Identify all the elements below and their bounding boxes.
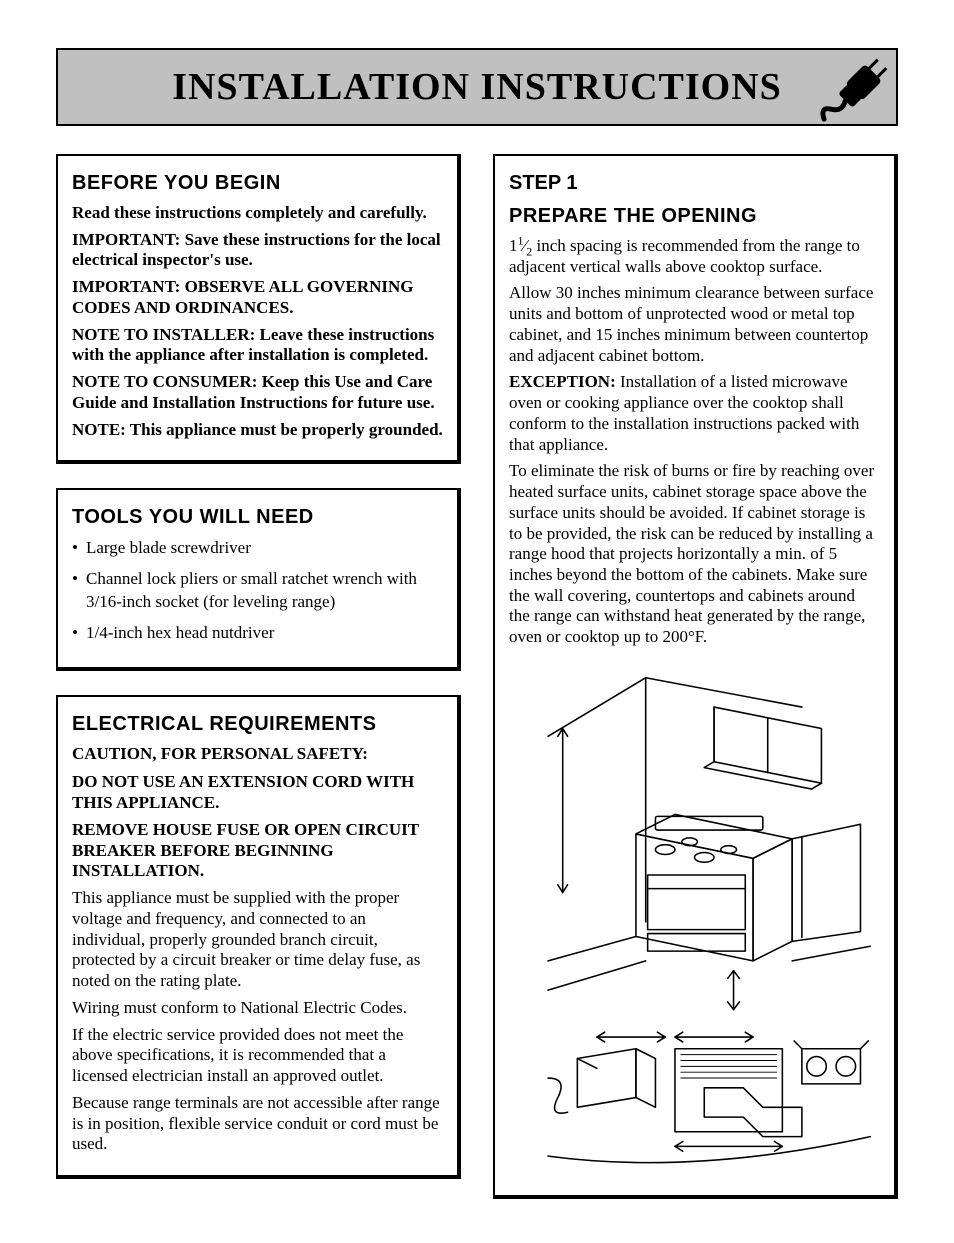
before-p1: Read these instructions completely and c…: [72, 203, 443, 224]
before-heading: BEFORE YOU BEGIN: [72, 172, 443, 195]
tools-heading: TOOLS YOU WILL NEED: [72, 506, 443, 529]
page: INSTALLATION INSTRUCTIONS BEFORE YOU BEG…: [0, 0, 954, 1243]
electrical-p1: DO NOT USE AN EXTENSION CORD WITH THIS A…: [72, 772, 443, 813]
prepare-p3: EXCEPTION: Installation of a listed micr…: [509, 372, 880, 455]
list-item: 1/4-inch hex head nutdriver: [72, 622, 443, 645]
tools-box: TOOLS YOU WILL NEED Large blade screwdri…: [56, 488, 461, 671]
prepare-p2: Allow 30 inches minimum clearance betwee…: [509, 283, 880, 366]
electrical-p2: REMOVE HOUSE FUSE OR OPEN CIRCUIT BREAKE…: [72, 820, 443, 882]
electrical-heading: ELECTRICAL REQUIREMENTS: [72, 713, 443, 736]
installation-diagram-svg: [509, 668, 880, 1176]
p1-rest: inch spacing is recommended from the ran…: [509, 236, 860, 276]
page-title: INSTALLATION INSTRUCTIONS: [172, 65, 782, 109]
before-p6: NOTE: This appliance must be properly gr…: [72, 420, 443, 441]
before-p2: IMPORTANT: Save these instructions for t…: [72, 230, 443, 271]
before-you-begin-box: BEFORE YOU BEGIN Read these instructions…: [56, 154, 461, 464]
electrical-p5: If the electric service provided does no…: [72, 1025, 443, 1087]
prepare-heading: PREPARE THE OPENING: [509, 205, 880, 228]
list-item: Channel lock pliers or small ratchet wre…: [72, 568, 443, 614]
before-p5: NOTE TO CONSUMER: Keep this Use and Care…: [72, 372, 443, 413]
title-banner: INSTALLATION INSTRUCTIONS: [56, 48, 898, 126]
list-item: Large blade screwdriver: [72, 537, 443, 560]
electrical-p3: This appliance must be supplied with the…: [72, 888, 443, 992]
p1-frac-num: 1: [518, 233, 524, 247]
p1-prefix: 1: [509, 236, 518, 255]
electrical-caution: CAUTION, FOR PERSONAL SAFETY:: [72, 744, 443, 764]
left-column: BEFORE YOU BEGIN Read these instructions…: [56, 154, 461, 1203]
tools-list: Large blade screwdriver Channel lock pli…: [72, 537, 443, 645]
before-p3: IMPORTANT: OBSERVE ALL GOVERNING CODES A…: [72, 277, 443, 318]
electrical-p4: Wiring must conform to National Electric…: [72, 998, 443, 1019]
range-clearance-diagram: [509, 668, 880, 1181]
two-column-layout: BEFORE YOU BEGIN Read these instructions…: [56, 154, 898, 1203]
electrical-box: ELECTRICAL REQUIREMENTS CAUTION, FOR PER…: [56, 695, 461, 1179]
step1-box: STEP 1 PREPARE THE OPENING 11⁄2 inch spa…: [493, 154, 898, 1199]
prepare-p1: 11⁄2 inch spacing is recommended from th…: [509, 236, 880, 277]
prepare-p4: To eliminate the risk of burns or fire b…: [509, 461, 880, 648]
p3-lead: EXCEPTION:: [509, 372, 616, 391]
electrical-p6: Because range terminals are not accessib…: [72, 1093, 443, 1155]
before-p4: NOTE TO INSTALLER: Leave these instructi…: [72, 325, 443, 366]
plug-icon: [814, 44, 902, 132]
right-column: STEP 1 PREPARE THE OPENING 11⁄2 inch spa…: [493, 154, 898, 1203]
step-label: STEP 1: [509, 172, 880, 195]
